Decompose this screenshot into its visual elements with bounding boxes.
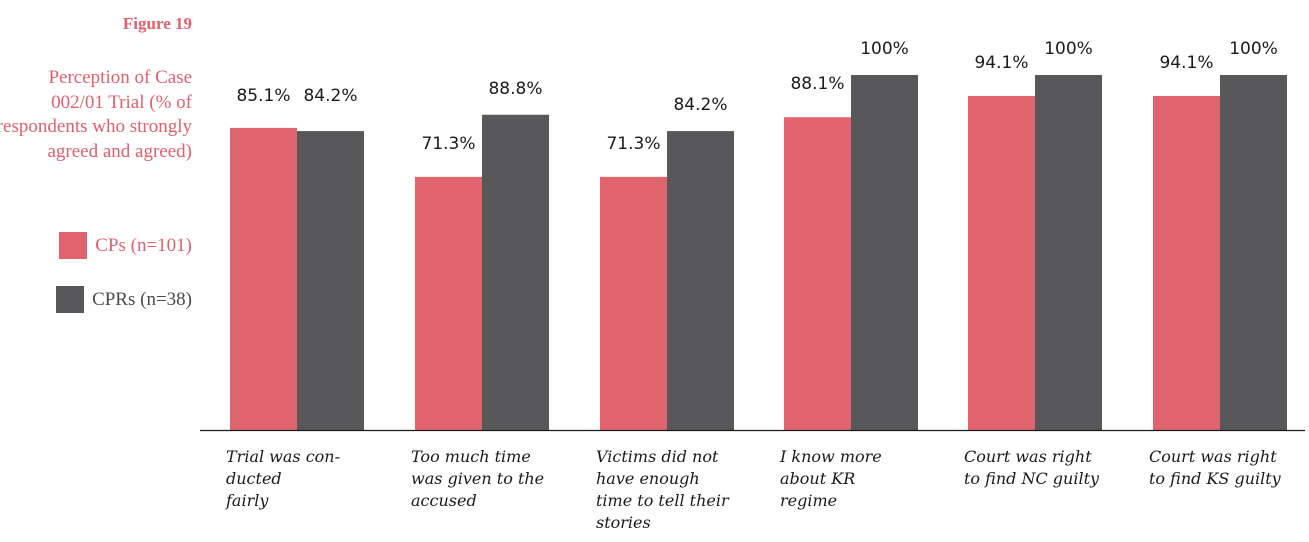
category-label-line: fairly [225,491,269,510]
category-label-line: Trial was con- [226,447,340,466]
bar-cprs-2 [482,114,549,430]
bar-cps-5 [968,95,1035,430]
value-label-cprs-2: 88.8% [488,79,542,99]
value-label-cps-5: 94.1% [974,53,1028,73]
category-label-line: time to tell their [596,491,730,510]
legend-swatch-cprs [56,286,85,313]
value-label-cps-1: 85.1% [236,86,290,106]
legend-item-cprs: CPRs (n=38) [56,286,192,313]
category-label-line: ducted [226,469,282,488]
bar-cps-6 [1153,95,1220,430]
value-label-cps-6: 94.1% [1159,53,1213,73]
category-label-line: regime [780,491,837,510]
bar-cps-4 [784,117,851,431]
category-label-line: to find KS guilty [1149,469,1282,488]
category-label-line: about KR [780,469,855,488]
value-label-cprs-1: 84.2% [303,86,357,106]
category-label-4: I know more about KR regime [779,447,882,510]
bar-cprs-1 [297,131,364,430]
bar-cprs-3 [667,131,734,430]
category-label-line: Court was right [1149,447,1277,466]
category-label-line: Victims did not [596,447,719,466]
category-label-line: I know more [779,447,882,466]
value-label-cprs-5: 100% [1044,39,1093,59]
value-label-cprs-6: 100% [1229,39,1278,59]
category-label-5: Court was right to find NC guilty [964,447,1100,488]
figure-number: Figure 19 [122,14,192,33]
legend-item-cps: CPs (n=101) [59,232,192,259]
legend-label-cprs: CPRs (n=38) [92,288,192,310]
category-label-3: Victims did not have enough time to tell t… [596,447,730,532]
category-label-line: have enough [596,469,700,488]
bar-cprs-4 [851,75,918,430]
category-label-line: Court was right [964,447,1092,466]
category-label-line: was given to the [411,469,544,488]
bar-cps-1 [230,127,297,431]
bar-cps-3 [600,176,667,430]
bar-cps-2 [415,176,482,430]
category-label-line: Too much time [411,447,531,466]
value-label-cps-2: 71.3% [421,134,475,154]
figure-description: Perception of Case 002/01 Trial (% of re… [0,67,192,162]
category-label-line: to find NC guilty [964,469,1100,488]
category-label-line: stories [596,513,651,532]
category-label-2: Too much time was given to the accused [411,447,544,510]
value-label-cprs-3: 84.2% [673,95,727,115]
category-label-6: Court was right to find KS guilty [1149,447,1282,488]
category-label-line: accused [411,491,477,510]
category-label-1: Trial was con-ducted fairly [225,447,340,510]
figure-sidebar: Figure 19 Perception of Case 002/01 Tria… [0,0,196,542]
value-label-cps-3: 71.3% [606,134,660,154]
bar-cprs-5 [1035,75,1102,430]
legend-label-cps: CPs (n=101) [95,234,192,256]
legend-swatch-cps [59,232,88,259]
bar-cprs-6 [1220,75,1287,430]
value-label-cps-4: 88.1% [790,74,844,94]
value-label-cprs-4: 100% [860,39,909,59]
